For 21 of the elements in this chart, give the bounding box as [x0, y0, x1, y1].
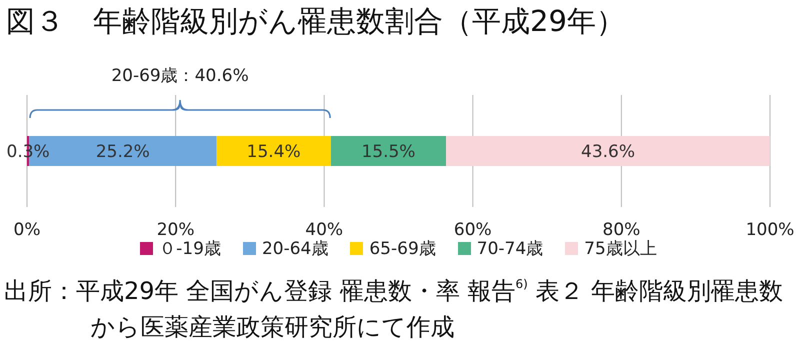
- legend-label: 20-64歳: [262, 238, 328, 260]
- data-label: 43.6%: [581, 142, 636, 162]
- bar: [330, 136, 446, 166]
- x-tick-label: 100%: [746, 220, 794, 240]
- x-tick-label: 40%: [305, 220, 344, 240]
- x-tick-label: 0%: [14, 220, 40, 240]
- x-tick-label: 80%: [602, 220, 640, 240]
- legend-label: 70-74歳: [476, 238, 544, 260]
- text: 20-69歳：40.6%: [110, 65, 250, 87]
- data-label: 15.4%: [246, 142, 301, 162]
- data-label: 15.5%: [361, 142, 416, 162]
- bar: [216, 136, 331, 166]
- data-label: 25.2%: [96, 142, 150, 162]
- legend-label: ０-19歳: [159, 238, 221, 260]
- legend-label: 75歳以上: [584, 238, 657, 260]
- bar: [446, 136, 770, 166]
- text: 出所：平成29年 全国がん登録 罹患数・率 報告$^{6)}$ 表２ 年齢階級別罹患数から医薬産業政策研究所にて作成: [4, 276, 784, 341]
- x-tick-label: 20%: [156, 220, 194, 240]
- chart-title: 図３ 年齢階級別がん罹患数割合（平成29年）: [6, 3, 625, 40]
- x-tick-label: 60%: [454, 220, 492, 240]
- legend-label: 65-69歳: [369, 238, 436, 260]
